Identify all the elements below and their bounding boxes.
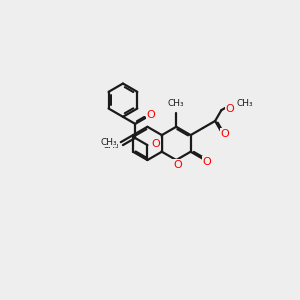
Text: CH₃: CH₃ (236, 99, 253, 108)
Text: O: O (173, 160, 182, 170)
Text: O: O (147, 110, 155, 120)
Text: O: O (220, 129, 229, 139)
Text: CH₃: CH₃ (100, 138, 117, 147)
Text: O: O (152, 139, 160, 149)
Text: O: O (226, 103, 234, 113)
Text: CH₃: CH₃ (102, 141, 119, 150)
Text: O: O (203, 157, 212, 166)
Text: CH₃: CH₃ (168, 100, 184, 109)
